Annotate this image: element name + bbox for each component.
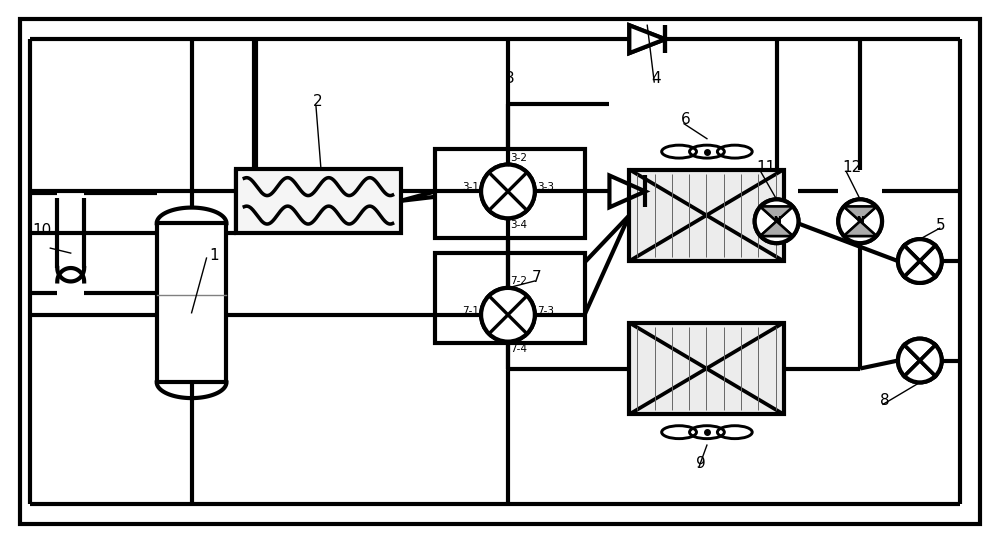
Text: 7-2: 7-2 <box>510 276 527 286</box>
Bar <box>435 149 585 238</box>
Bar <box>629 169 784 261</box>
Circle shape <box>838 199 882 243</box>
Text: 3: 3 <box>505 71 515 86</box>
Circle shape <box>898 239 942 283</box>
Text: N: N <box>856 216 864 225</box>
Text: 3-1: 3-1 <box>462 182 479 192</box>
Polygon shape <box>844 206 877 221</box>
Circle shape <box>898 339 942 382</box>
Polygon shape <box>844 221 877 236</box>
Text: 1: 1 <box>209 248 219 263</box>
Circle shape <box>898 339 942 382</box>
Text: 9: 9 <box>696 456 706 471</box>
Circle shape <box>755 199 798 243</box>
Bar <box>629 323 784 414</box>
Polygon shape <box>844 206 877 221</box>
Bar <box>236 168 401 233</box>
Polygon shape <box>760 206 793 221</box>
Circle shape <box>755 199 798 243</box>
Circle shape <box>481 288 535 342</box>
Circle shape <box>481 288 535 342</box>
Polygon shape <box>760 221 793 236</box>
Text: N: N <box>773 216 780 225</box>
Text: 12: 12 <box>842 161 861 175</box>
Polygon shape <box>760 221 793 236</box>
Text: N: N <box>773 216 780 225</box>
Text: 7-3: 7-3 <box>537 306 554 316</box>
Text: 4: 4 <box>651 71 661 86</box>
Text: 5: 5 <box>936 218 945 233</box>
Text: 3-4: 3-4 <box>510 220 527 230</box>
Circle shape <box>898 239 942 283</box>
Text: 3-2: 3-2 <box>510 153 527 162</box>
Text: 7: 7 <box>532 270 541 285</box>
Circle shape <box>481 165 535 218</box>
Text: 8: 8 <box>880 393 890 408</box>
Polygon shape <box>629 26 665 53</box>
Bar <box>435 253 585 343</box>
Text: 2: 2 <box>313 94 323 109</box>
Bar <box>157 223 226 382</box>
Text: 6: 6 <box>681 112 691 127</box>
Text: 11: 11 <box>757 161 776 175</box>
Polygon shape <box>844 221 877 236</box>
Text: 7-4: 7-4 <box>510 344 527 353</box>
Polygon shape <box>760 206 793 221</box>
Text: 3-3: 3-3 <box>537 182 554 192</box>
Text: N: N <box>856 216 864 225</box>
Text: 7-1: 7-1 <box>462 306 479 316</box>
Text: 10: 10 <box>32 223 52 238</box>
Circle shape <box>481 165 535 218</box>
Circle shape <box>838 199 882 243</box>
